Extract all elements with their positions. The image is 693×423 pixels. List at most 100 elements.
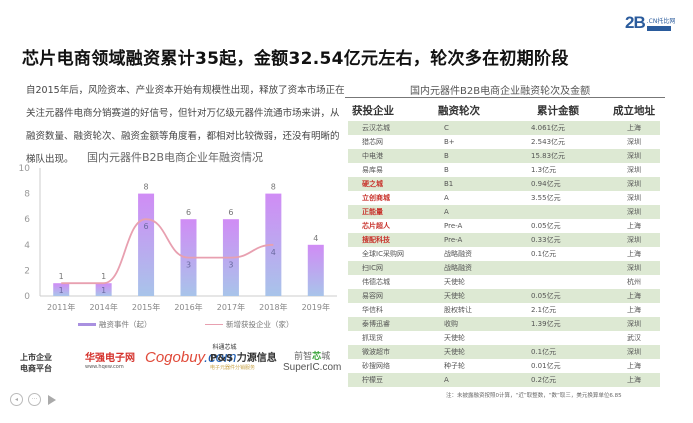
table-row: 华信科 股权转让 2.1亿元 上海	[348, 303, 660, 317]
logo-main: 2B	[625, 13, 646, 32]
cell-round: Pre-A	[438, 233, 523, 247]
table-row: 中电港 B 15.83亿元 深圳	[348, 149, 660, 163]
chart-title: 国内元器件B2B电商企业年融资情况	[86, 151, 264, 164]
ps-sub: 电子元器件分销服务	[210, 365, 256, 371]
funding-table: 获投企业 融资轮次 累计金额 成立地址 云汉芯城 C 4.061亿元 上海 猎芯网 B+ 2…	[348, 99, 660, 387]
superic-cn2: 芯	[312, 351, 322, 361]
table-row: 硬之城 B1 0.94亿元 深圳	[348, 177, 660, 191]
huaqiang-url: www.hqew.com	[85, 364, 124, 370]
table-row: 伟德芯城 天使轮 杭州	[348, 275, 660, 289]
back-icon[interactable]: ◂	[10, 393, 23, 406]
intro-paragraph: 自2015年后，风险资本、产业资本开始有规模性出现，释放了资本市场正在关注元器件…	[26, 85, 345, 165]
cell-round: 战略融资	[444, 250, 472, 258]
cell-amount: 0.1亿元	[531, 250, 557, 258]
cell-company: 伟德芯城	[362, 278, 390, 286]
table-row: 易库易 B 1.3亿元 深圳	[348, 163, 660, 177]
cell-amount: 0.94亿元	[523, 177, 608, 191]
slide-nav: ◂ ···	[10, 393, 56, 406]
cell-amount: 1.3亿元	[531, 166, 557, 174]
x-tick: 2019年	[302, 302, 330, 312]
cell-round: 收购	[438, 317, 523, 331]
cell-company: 泰博迅睿	[348, 317, 438, 331]
x-tick: 2018年	[259, 302, 287, 312]
superic-en: SuperIC.com	[283, 362, 342, 373]
bar-value-label: 8	[271, 183, 276, 192]
table-row: 芯片超人 Pre-A 0.05亿元 上海	[348, 219, 660, 233]
cell-round: A	[444, 194, 449, 202]
cell-location: 深圳	[627, 166, 641, 174]
x-tick: 2015年	[132, 302, 160, 312]
cell-amount: 0.05亿元	[531, 222, 561, 230]
table-row: 立创商城 A 3.55亿元 深圳	[348, 191, 660, 205]
x-tick: 2011年	[47, 302, 75, 312]
cell-amount: 3.55亿元	[531, 194, 561, 202]
y-tick: 10	[19, 164, 31, 174]
cell-round: B1	[438, 177, 523, 191]
cogobuy-logo: 科通芯城 Cogobuy.com	[145, 345, 237, 366]
cogobuy-a: Cogobuy	[145, 349, 204, 366]
line-value-label: 3	[228, 261, 233, 270]
table-row: 扫IC网 战略融资 深圳	[348, 261, 660, 275]
logo-bar	[646, 26, 671, 31]
bar-value-label: 4	[313, 234, 318, 243]
y-tick: 6	[24, 215, 30, 225]
legend-bar-label: 融资事件（起）	[99, 320, 152, 329]
cell-location: 深圳	[608, 261, 660, 275]
cell-amount: 0.05亿元	[523, 289, 608, 303]
cell-amount: 0.33亿元	[523, 233, 608, 247]
huaqiang-name: 华强电子网	[85, 353, 135, 364]
more-icon[interactable]: ···	[28, 393, 41, 406]
cell-amount: 0.01亿元	[531, 362, 561, 370]
bar	[53, 283, 70, 296]
cell-amount	[523, 331, 608, 345]
cell-company: 易库易	[362, 166, 383, 174]
cogobuy-b: .com	[203, 349, 237, 366]
cell-company: 砂搜网络	[362, 362, 390, 370]
superic-logo: 前智芯城 SuperIC.com	[283, 349, 341, 373]
cell-company: 易容网	[348, 289, 438, 303]
table-note: 注：未披露融资按照0计算，“近”取整数，“数”取三，美元换算单位6.85	[446, 393, 622, 399]
cell-location: 上海	[608, 121, 660, 135]
cell-company: 猎芯网	[362, 138, 383, 146]
cell-round: B	[444, 166, 449, 174]
table-rule	[345, 97, 665, 98]
table-header: 获投企业 融资轮次 累计金额 成立地址	[348, 99, 660, 121]
cell-amount	[523, 261, 608, 275]
cell-company: 云汉芯城	[348, 121, 438, 135]
cell-amount: 1.39亿元	[523, 317, 608, 331]
x-tick: 2016年	[174, 302, 202, 312]
cell-location: 上海	[627, 306, 641, 314]
superic-cn3: 城	[321, 351, 331, 361]
cell-company: 抓现货	[362, 334, 383, 342]
table-row: 砂搜网络 种子轮 0.01亿元 上海	[348, 359, 660, 373]
y-tick: 2	[24, 266, 30, 276]
page-title: 芯片电商领域融资累计35起，金额32.54亿元左右，轮次多在初期阶段	[22, 49, 569, 69]
cell-round: 天使轮	[444, 334, 465, 342]
cell-amount: 2.1亿元	[531, 306, 557, 314]
legend-line: 新增获投企业（家）	[205, 319, 294, 330]
forward-icon[interactable]	[48, 394, 56, 405]
cell-round: A	[438, 373, 523, 387]
cell-company: 全球IC采购网	[362, 250, 404, 258]
cell-location: 深圳	[608, 149, 660, 163]
cell-company: 芯片超人	[362, 222, 390, 230]
cell-round: 股权转让	[444, 306, 472, 314]
bar	[95, 283, 112, 296]
legend-line-swatch	[205, 323, 223, 326]
cell-amount	[523, 275, 608, 289]
trend-line	[61, 218, 274, 285]
header-amount: 累计金额	[537, 104, 579, 117]
bar	[138, 193, 155, 296]
cell-amount: 0.2亿元	[523, 373, 608, 387]
cell-location: 上海	[627, 362, 641, 370]
cogobuy-cn: 科通芯城	[212, 345, 237, 351]
bar-value-label: 1	[59, 272, 64, 281]
cell-location: 深圳	[627, 194, 641, 202]
bar-value-label: 6	[186, 208, 191, 217]
line-value-label: 6	[144, 222, 149, 231]
line-value-label: 4	[271, 248, 276, 257]
cell-amount: 15.83亿元	[523, 149, 608, 163]
cell-location: 深圳	[608, 177, 660, 191]
cell-amount: 0.1亿元	[523, 345, 608, 359]
line-value-label: 1	[59, 286, 64, 295]
